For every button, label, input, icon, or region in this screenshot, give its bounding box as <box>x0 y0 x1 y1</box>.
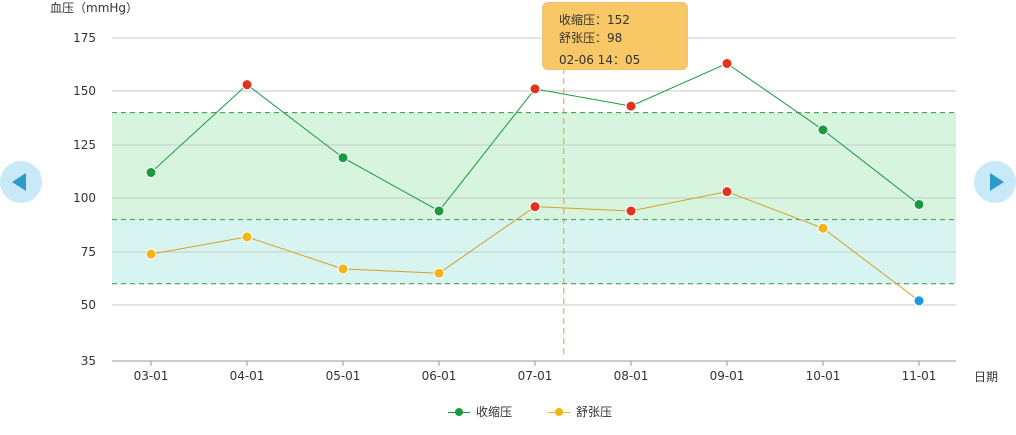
data-tooltip: 收缩压：152 舒张压：98 02-06 14：05 <box>542 2 688 70</box>
x-tick-label-06-01: 06-01 <box>422 369 457 383</box>
data-point-s1-2 <box>337 263 349 275</box>
x-tick-label-03-01: 03-01 <box>134 369 169 383</box>
x-axis-title: 日期 <box>974 370 999 384</box>
y-tick-label-75: 75 <box>81 245 96 259</box>
data-point-s1-4 <box>529 201 541 213</box>
previous-page-button[interactable] <box>0 161 42 203</box>
data-point-s0-4 <box>529 83 541 95</box>
y-tick-label-100: 100 <box>73 191 96 205</box>
y-tick-label-175: 175 <box>73 31 96 45</box>
data-point-s1-6 <box>721 186 733 198</box>
y-tick-label-125: 125 <box>73 138 96 152</box>
x-tick-label-09-01: 09-01 <box>710 369 745 383</box>
data-point-s0-1 <box>241 79 253 91</box>
y-tick-label-50: 50 <box>81 298 96 312</box>
data-point-s0-0 <box>145 167 157 179</box>
y-tick-label-35: 35 <box>81 354 96 368</box>
data-point-s0-8 <box>913 198 925 210</box>
data-point-s1-0 <box>145 248 157 260</box>
x-tick-label-11-01: 11-01 <box>902 369 937 383</box>
data-point-s1-8 <box>913 295 925 307</box>
chart-legend: 收缩压 舒张压 <box>448 403 612 420</box>
legend-label-systolic: 收缩压 <box>476 405 513 419</box>
arrow-right-icon <box>990 173 1004 191</box>
x-tick-label-07-01: 07-01 <box>518 369 553 383</box>
y-axis-title: 血压（mmHg） <box>50 1 139 15</box>
tooltip-time: 02-06 14：05 <box>559 53 641 67</box>
y-tick-label-150: 150 <box>73 84 96 98</box>
legend-marker-systolic <box>448 407 470 417</box>
data-point-s1-7 <box>817 222 829 234</box>
legend-item-diastolic[interactable]: 舒张压 <box>548 403 612 420</box>
x-tick-label-08-01: 08-01 <box>614 369 649 383</box>
legend-marker-diastolic <box>548 407 571 417</box>
data-point-s1-3 <box>433 267 445 279</box>
legend-item-systolic[interactable]: 收缩压 <box>448 403 512 420</box>
data-point-s1-5 <box>625 205 637 217</box>
x-tick-label-10-01: 10-01 <box>806 369 841 383</box>
x-tick-label-05-01: 05-01 <box>326 369 361 383</box>
data-point-s0-5 <box>625 100 637 112</box>
data-point-s0-3 <box>433 205 445 217</box>
arrow-left-icon <box>12 173 26 191</box>
data-point-s0-2 <box>337 152 349 164</box>
legend-label-diastolic: 舒张压 <box>576 405 613 419</box>
x-tick-label-04-01: 04-01 <box>230 369 265 383</box>
tooltip-systolic: 收缩压：152 <box>559 13 630 27</box>
tooltip-diastolic: 舒张压：98 <box>559 31 623 45</box>
data-point-s1-1 <box>241 231 253 243</box>
next-page-button[interactable] <box>974 161 1016 203</box>
data-point-s0-6 <box>721 57 733 69</box>
data-point-s0-7 <box>817 124 829 136</box>
